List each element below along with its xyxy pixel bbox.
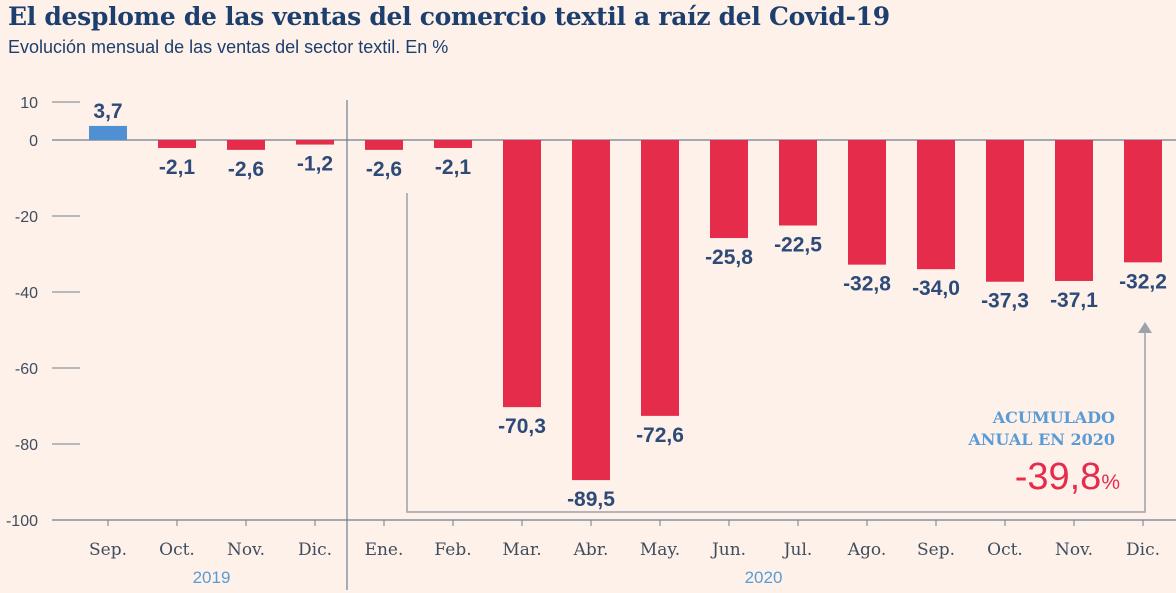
value-label: -37,1 bbox=[1050, 289, 1098, 312]
bar bbox=[986, 140, 1024, 282]
y-tick-label: -100 bbox=[6, 513, 38, 530]
annotation-value: -39,8 bbox=[1015, 456, 1102, 498]
bars bbox=[89, 125, 1162, 481]
bar bbox=[710, 140, 748, 239]
bar bbox=[848, 140, 886, 265]
value-label: -2,1 bbox=[435, 156, 472, 179]
y-tick-label: -40 bbox=[15, 285, 38, 302]
year-label: 2019 bbox=[193, 568, 231, 587]
bar bbox=[1055, 140, 1093, 281]
value-label: -2,6 bbox=[228, 158, 264, 181]
chart-subtitle: Evolución mensual de las ventas del sect… bbox=[8, 37, 449, 57]
x-axis: Sep. Oct. Nov. Dic. Ene. Feb. Mar. Abr. May. Jun.… bbox=[89, 520, 1160, 560]
x-tick-label: Dic. bbox=[298, 540, 332, 560]
value-label: -32,2 bbox=[1119, 270, 1167, 293]
value-label: -2,6 bbox=[366, 158, 402, 181]
x-tick-label: Ene. bbox=[365, 540, 404, 560]
x-tick-label: Abr. bbox=[573, 540, 609, 560]
value-label: -25,8 bbox=[705, 246, 753, 269]
y-tick-label: -20 bbox=[15, 209, 38, 226]
x-tick-label: Nov. bbox=[227, 540, 265, 560]
x-tick-label: Oct. bbox=[987, 540, 1023, 560]
bar bbox=[572, 140, 610, 481]
bar bbox=[434, 140, 472, 148]
x-tick-label: Mar. bbox=[502, 540, 541, 560]
year-label: 2020 bbox=[745, 568, 783, 587]
value-label: -22,5 bbox=[774, 234, 822, 257]
value-label: -2,1 bbox=[159, 156, 196, 179]
x-tick-label: Feb. bbox=[434, 540, 471, 560]
annotation-line1: ACUMULADO bbox=[992, 408, 1115, 427]
bar bbox=[917, 140, 955, 270]
bar bbox=[1124, 140, 1162, 263]
bar bbox=[227, 140, 265, 150]
annotation-callout: ACUMULADO ANUAL EN 2020 -39,8% bbox=[406, 193, 1152, 513]
value-label: -72,6 bbox=[636, 424, 684, 447]
bar bbox=[503, 140, 541, 408]
value-labels: 3,7 -2,1 -2,6 -1,2 -2,6 -2,1 -70,3 -89,5 -72,6 -2… bbox=[93, 100, 1167, 511]
bar bbox=[779, 140, 817, 226]
callout-arrow-icon bbox=[1138, 322, 1152, 333]
chart-title: El desplome de las ventas del comercio t… bbox=[8, 2, 890, 31]
x-tick-label: May. bbox=[640, 540, 680, 560]
value-label: -89,5 bbox=[567, 488, 615, 511]
annotation-unit: % bbox=[1101, 471, 1120, 494]
value-label: -70,3 bbox=[498, 415, 546, 438]
x-tick-label: Nov. bbox=[1055, 540, 1093, 560]
y-tick-label: -60 bbox=[15, 361, 38, 378]
x-tick-label: Sep. bbox=[917, 540, 955, 560]
value-label: -1,2 bbox=[297, 153, 333, 176]
y-axis-ticks: 10 0 -20 -40 -60 -80 -100 bbox=[6, 95, 38, 530]
x-tick-label: Jun. bbox=[710, 540, 746, 560]
svg-text:-39,8%: -39,8% bbox=[1015, 456, 1120, 498]
value-label: -34,0 bbox=[912, 277, 960, 300]
value-label: -37,3 bbox=[981, 290, 1029, 313]
bar bbox=[89, 125, 127, 140]
y-tick-label: -80 bbox=[15, 437, 38, 454]
x-tick-label: Jul. bbox=[782, 540, 813, 560]
bar bbox=[158, 140, 196, 148]
bar bbox=[296, 140, 334, 145]
x-tick-label: Sep. bbox=[89, 540, 127, 560]
value-label: -32,8 bbox=[843, 273, 891, 296]
year-labels: 2019 2020 bbox=[193, 568, 783, 587]
y-tick-label: 10 bbox=[20, 95, 38, 112]
annotation-line2: ANUAL EN 2020 bbox=[967, 430, 1115, 449]
bar bbox=[365, 140, 403, 150]
x-tick-label: Dic. bbox=[1126, 540, 1160, 560]
value-label: 3,7 bbox=[93, 100, 122, 123]
x-tick-label: Ago. bbox=[847, 540, 887, 560]
y-tick-label: 0 bbox=[29, 133, 38, 150]
x-tick-label: Oct. bbox=[159, 540, 195, 560]
callout-bracket-line bbox=[406, 193, 1146, 513]
bar bbox=[641, 140, 679, 416]
